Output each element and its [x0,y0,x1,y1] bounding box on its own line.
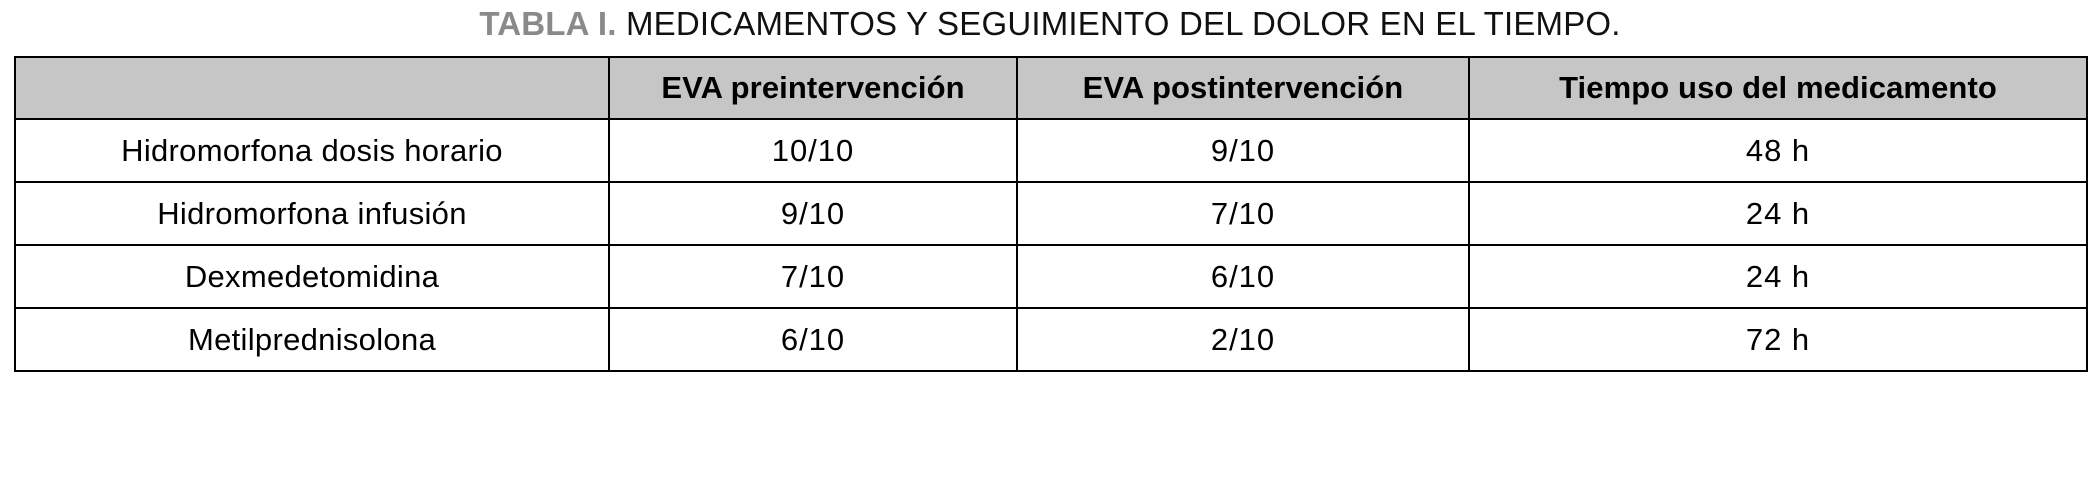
table-row: Dexmedetomidina 7/10 6/10 24 h [14,244,2088,309]
column-header-eva-preintervencion: EVA preintervención [608,56,1018,120]
cell-eva-post: 7/10 [1016,181,1470,246]
table-container: EVA preintervención EVA postintervención… [14,56,2088,372]
cell-eva-post: 6/10 [1016,244,1470,309]
cell-eva-pre: 6/10 [608,307,1018,372]
table-caption: TABLA I. MEDICAMENTOS Y SEGUIMIENTO DEL … [0,0,2100,44]
cell-eva-pre: 9/10 [608,181,1018,246]
table-header-row: EVA preintervención EVA postintervención… [14,56,2088,120]
cell-eva-post: 2/10 [1016,307,1470,372]
cell-tiempo: 48 h [1468,118,2088,183]
cell-tiempo: 72 h [1468,307,2088,372]
cell-tiempo: 24 h [1468,244,2088,309]
column-header-tiempo-uso: Tiempo uso del medicamento [1468,56,2088,120]
cell-medicamento: Hidromorfona infusión [14,181,610,246]
table-caption-text: MEDICAMENTOS Y SEGUIMIENTO DEL DOLOR EN … [625,5,1621,42]
cell-eva-post: 9/10 [1016,118,1470,183]
column-header-eva-postintervencion: EVA postintervención [1016,56,1470,120]
cell-medicamento: Metilprednisolona [14,307,610,372]
table-body: Hidromorfona dosis horario 10/10 9/10 48… [14,118,2088,372]
medication-pain-table: EVA preintervención EVA postintervención… [14,56,2088,372]
table-row: Hidromorfona infusión 9/10 7/10 24 h [14,181,2088,246]
table-header: EVA preintervención EVA postintervención… [14,56,2088,120]
cell-medicamento: Hidromorfona dosis horario [14,118,610,183]
table-row: Hidromorfona dosis horario 10/10 9/10 48… [14,118,2088,183]
cell-medicamento: Dexmedetomidina [14,244,610,309]
cell-tiempo: 24 h [1468,181,2088,246]
table-row: Metilprednisolona 6/10 2/10 72 h [14,307,2088,372]
cell-eva-pre: 7/10 [608,244,1018,309]
cell-eva-pre: 10/10 [608,118,1018,183]
column-header-medicamento [14,56,610,120]
table-caption-label: TABLA I. [479,5,617,42]
